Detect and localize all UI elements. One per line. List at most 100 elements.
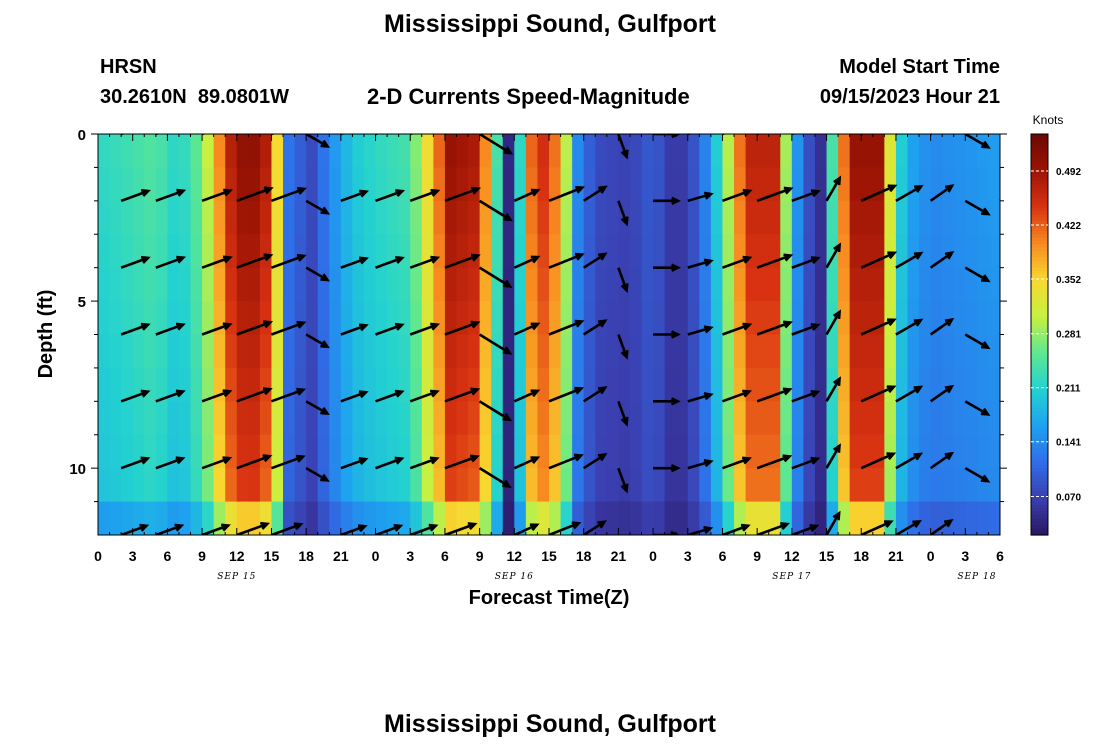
heatmap-cell — [421, 468, 434, 503]
heatmap-cell — [687, 401, 700, 436]
current-vector — [271, 186, 307, 203]
heatmap-cell — [907, 267, 920, 302]
heatmap-cell — [814, 234, 828, 269]
heatmap-cell — [144, 234, 157, 269]
heatmap-cell — [236, 334, 249, 369]
heatmap-cell — [271, 434, 284, 469]
colorbar-band — [1031, 351, 1048, 356]
heatmap-cell — [283, 468, 296, 503]
heatmap-cell — [838, 401, 851, 436]
colorbar-band — [1031, 347, 1048, 352]
heatmap-cell — [734, 468, 747, 503]
current-vector — [409, 255, 441, 269]
heatmap-cell — [849, 334, 862, 369]
heatmap-cell — [144, 267, 157, 302]
heatmap-cell — [306, 234, 319, 269]
heatmap-cell — [687, 234, 700, 269]
current-vector — [513, 322, 541, 336]
heatmap-cell — [121, 167, 134, 202]
heatmap-cell — [433, 367, 446, 402]
heatmap-cell — [710, 367, 724, 402]
heatmap-cell — [525, 468, 539, 503]
heatmap-cell — [352, 200, 365, 235]
current-vector — [582, 386, 608, 403]
heatmap-cell — [780, 234, 793, 269]
heatmap-cell — [976, 334, 990, 369]
heatmap-cell — [537, 301, 550, 336]
heatmap-cell — [722, 301, 735, 336]
heatmap-cell — [560, 401, 573, 436]
heatmap-cell — [861, 234, 874, 269]
heatmap-cell — [549, 167, 562, 202]
heatmap-cell — [259, 501, 273, 535]
colorbar-tick-label: 0.070 — [1056, 492, 1081, 503]
heatmap-cell — [572, 367, 585, 402]
heatmap-cell — [178, 367, 192, 402]
colorbar-unit-label: Knots — [1033, 113, 1064, 127]
heatmap-cell — [953, 501, 966, 535]
heatmap-cell — [606, 301, 619, 336]
colorbar-band — [1031, 187, 1048, 192]
heatmap-cell — [537, 334, 550, 369]
x-tick-label: 9 — [476, 548, 484, 564]
heatmap-cell — [849, 434, 862, 469]
heatmap-cell — [907, 200, 920, 235]
current-vector — [653, 463, 681, 473]
heatmap-cell — [803, 401, 816, 436]
heatmap-cell — [236, 267, 249, 302]
heatmap-cell — [803, 267, 816, 302]
heatmap-cell — [861, 301, 874, 336]
colorbar-band — [1031, 194, 1048, 199]
heatmap-cell — [606, 468, 619, 503]
heatmap-cell — [144, 167, 157, 202]
heatmap-cell — [583, 134, 596, 169]
colorbar-band — [1031, 451, 1048, 456]
heatmap-cell — [687, 367, 700, 402]
heatmap-cell — [121, 401, 134, 436]
colorbar-band — [1031, 367, 1048, 372]
heatmap-cell — [294, 167, 307, 202]
x-tick-label: 3 — [129, 548, 137, 564]
heatmap-cell — [236, 401, 249, 436]
colorbar-band — [1031, 424, 1048, 429]
colorbar-band — [1031, 321, 1048, 326]
current-vector — [375, 134, 380, 136]
heatmap-cell — [791, 167, 805, 202]
heatmap-cell — [953, 301, 966, 336]
heatmap-cell — [248, 401, 261, 436]
heatmap-cell — [410, 167, 423, 202]
heatmap-cell — [953, 401, 966, 436]
heatmap-cell — [294, 134, 307, 169]
heatmap-cell — [988, 367, 1000, 402]
heatmap-cell — [965, 434, 978, 469]
heatmap-cell — [953, 134, 966, 169]
colorbar-band — [1031, 150, 1048, 155]
heatmap-cell — [329, 200, 342, 235]
heatmap-cell — [514, 434, 527, 469]
heatmap-cell — [653, 134, 666, 169]
heatmap-cell — [363, 267, 377, 302]
colorbar-band — [1031, 230, 1048, 235]
heatmap-cell — [549, 267, 562, 302]
heatmap-cell — [595, 134, 608, 169]
heatmap-cell — [525, 267, 539, 302]
heatmap-cell — [144, 134, 157, 169]
heatmap-cell — [745, 468, 758, 503]
colorbar-band — [1031, 391, 1048, 396]
colorbar-band — [1031, 277, 1048, 282]
heatmap-cell — [271, 200, 284, 235]
colorbar-band — [1031, 488, 1048, 493]
colorbar-band — [1031, 408, 1048, 412]
heatmap-cell — [514, 401, 527, 436]
heatmap-cell — [814, 134, 828, 169]
heatmap-cell — [121, 434, 134, 469]
colorbar-tick-label: 0.141 — [1056, 438, 1081, 449]
heatmap-cell — [329, 134, 342, 169]
heatmap-cell — [410, 267, 423, 302]
heatmap-cell — [606, 234, 619, 269]
current-vector — [617, 334, 629, 360]
heatmap-cell — [98, 401, 111, 436]
heatmap-cell — [884, 501, 897, 535]
heatmap-cell — [942, 334, 955, 369]
colorbar-band — [1031, 331, 1048, 336]
